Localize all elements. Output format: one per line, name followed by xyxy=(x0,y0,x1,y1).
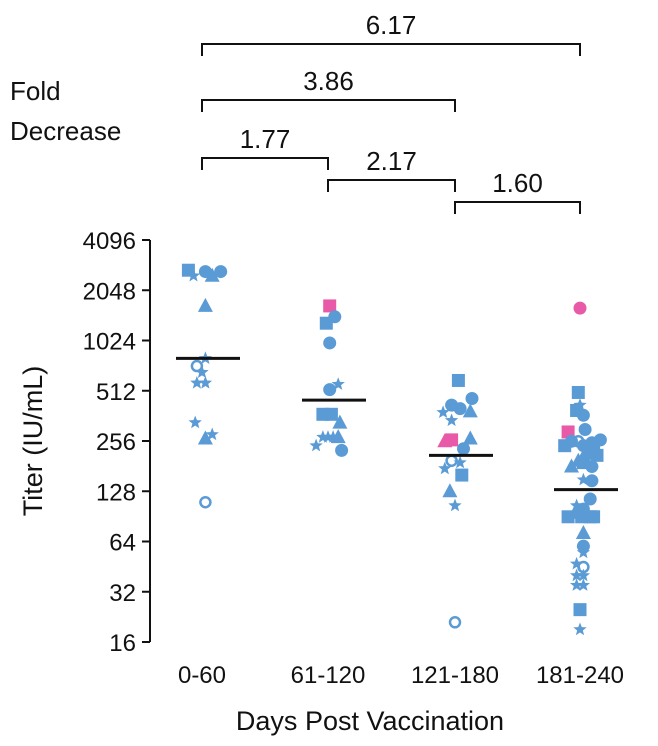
blue-star-point xyxy=(576,472,591,486)
fold-decrease-label: Fold Decrease xyxy=(10,76,121,146)
fold-value-label: 3.86 xyxy=(303,66,354,96)
y-tick-label: 16 xyxy=(109,630,136,657)
blue-star-point xyxy=(573,622,587,636)
pink-circle-point xyxy=(573,301,587,315)
blue-circle-point xyxy=(578,423,592,437)
y-tick-label: 32 xyxy=(109,580,136,607)
blue-star-point xyxy=(569,568,584,582)
blue-circle-point xyxy=(465,392,479,406)
blue-circle-point xyxy=(453,402,467,416)
blue-star-point xyxy=(569,556,584,570)
x-tick-labels: 0-60 61-120 121-180 181-240 xyxy=(178,662,624,689)
blue-circle-point xyxy=(593,433,607,447)
fold-label-line2: Decrease xyxy=(10,116,121,146)
blue-circle-point xyxy=(323,383,337,397)
blue-triangle-point xyxy=(575,524,591,539)
fold-value-label: 2.17 xyxy=(366,146,417,176)
x-tick-label: 0-60 xyxy=(178,662,226,689)
blue-star-point xyxy=(326,430,340,443)
blue-star-point xyxy=(331,377,345,390)
blue-star-point xyxy=(321,430,335,443)
x-tick-label: 61-120 xyxy=(291,662,366,689)
blue-square-point xyxy=(571,385,585,399)
blue-circle-point xyxy=(576,408,590,422)
blue-square-point xyxy=(587,510,601,524)
comparison-bracket xyxy=(327,179,456,192)
x-tick-label: 181-240 xyxy=(536,662,624,689)
comparison-bracket xyxy=(201,99,456,112)
x-tick-label: 121-180 xyxy=(411,662,499,689)
blue-circle-point xyxy=(323,336,337,350)
blue-star-point xyxy=(198,375,213,389)
blue-star-point xyxy=(576,545,591,559)
blue-circle-point xyxy=(328,310,342,324)
blue-triangle-point xyxy=(332,414,348,429)
blue-circle-point xyxy=(214,265,228,279)
y-tick-label: 128 xyxy=(96,479,136,506)
blue-star-point xyxy=(188,415,202,429)
y-axis-label: Titer (IU/mL) xyxy=(18,366,48,517)
blue-star-point xyxy=(436,405,450,419)
blue-square-point xyxy=(590,448,604,462)
comparison-brackets: 6.17 3.86 1.77 2.17 1.60 xyxy=(201,10,581,214)
y-tick-label: 64 xyxy=(109,530,136,557)
y-tick-label: 2048 xyxy=(83,278,136,305)
blue-triangle-point xyxy=(330,429,346,444)
blue-star-point xyxy=(453,455,467,469)
blue-star-point xyxy=(205,427,219,441)
blue-open-circle-point xyxy=(448,616,462,629)
blue-circle-point xyxy=(457,442,470,456)
blue-triangle-point xyxy=(204,267,220,282)
blue-triangle-point xyxy=(442,483,458,498)
blue-square-point xyxy=(324,407,338,421)
blue-triangle-point xyxy=(197,297,213,312)
blue-square-point xyxy=(451,373,465,387)
blue-triangle-point xyxy=(462,430,478,445)
blue-star-point xyxy=(576,568,591,582)
blue-star-point xyxy=(186,268,201,282)
y-tick-label: 4096 xyxy=(83,228,136,255)
blue-star-point xyxy=(316,430,330,443)
blue-star-point xyxy=(569,498,584,512)
blue-triangle-point xyxy=(197,430,213,445)
blue-star-point xyxy=(438,461,452,475)
blue-star-point xyxy=(190,375,204,389)
blue-star-point xyxy=(195,365,209,379)
comparison-bracket xyxy=(201,43,581,56)
blue-star-point xyxy=(569,578,584,591)
blue-circle-point xyxy=(335,443,349,457)
blue-circle-point xyxy=(583,492,597,506)
y-tick-label: 256 xyxy=(96,429,136,456)
median-lines xyxy=(176,356,618,492)
x-axis-label: Days Post Vaccination xyxy=(236,706,504,736)
comparison-bracket xyxy=(454,201,581,214)
fold-label-line1: Fold xyxy=(10,76,61,106)
fold-value-label: 6.17 xyxy=(366,10,417,40)
comparison-bracket xyxy=(201,157,329,170)
blue-circle-point xyxy=(585,460,599,474)
y-tick-label: 512 xyxy=(96,379,136,406)
blue-star-point xyxy=(309,438,323,452)
blue-triangle-point xyxy=(462,403,478,418)
blue-star-point xyxy=(448,498,462,512)
pink-square-point xyxy=(323,299,337,313)
pink-square-point xyxy=(445,433,459,447)
blue-square-point xyxy=(573,603,587,617)
fold-value-label: 1.60 xyxy=(492,168,543,198)
blue-open-circle-point xyxy=(199,495,212,509)
blue-circle-point xyxy=(585,474,599,488)
blue-star-point xyxy=(576,578,591,591)
fold-value-label: 1.77 xyxy=(240,124,291,154)
y-tick-label: 1024 xyxy=(83,329,136,356)
blue-star-point xyxy=(444,413,459,427)
data-points xyxy=(181,263,607,636)
blue-square-point xyxy=(455,468,469,482)
y-ticks: 4096 2048 1024 512 256 128 64 32 16 xyxy=(83,228,150,657)
